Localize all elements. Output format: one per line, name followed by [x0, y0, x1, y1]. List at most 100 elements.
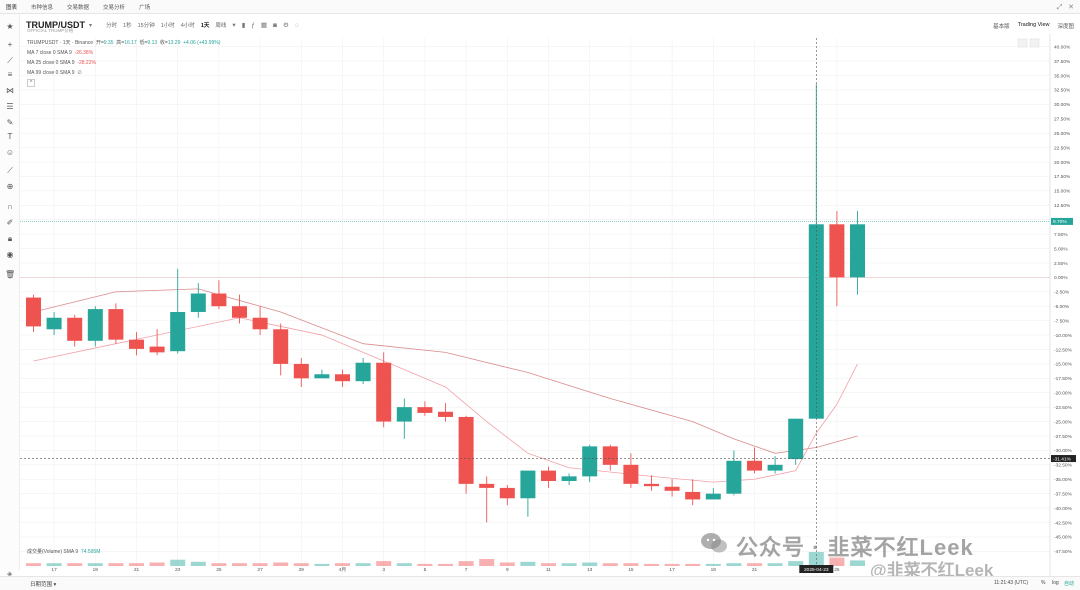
y-tick-label: 7.50%	[1054, 232, 1068, 238]
view-basic[interactable]: 基本版	[993, 24, 1010, 30]
trend-line-icon[interactable]: ⟋	[7, 56, 13, 65]
layers-icon[interactable]: ◈	[7, 571, 13, 578]
x-tick-label: 17	[669, 567, 675, 573]
high-label: 高=	[116, 40, 125, 46]
candle-body	[685, 491, 701, 500]
candle-body	[623, 464, 639, 484]
tab-square[interactable]: 广场	[139, 4, 151, 11]
brush-icon[interactable]: ✎	[6, 118, 14, 127]
candle-body	[376, 362, 392, 422]
trash-icon[interactable]: 🗑︎	[5, 270, 16, 279]
volume-bar	[67, 563, 83, 566]
collapse-legend-icon[interactable]: ^	[27, 79, 36, 87]
ruler-icon[interactable]: ⟋	[7, 166, 13, 175]
template-icon[interactable]: ▦	[260, 22, 268, 29]
text-icon[interactable]: T	[7, 132, 13, 141]
view-depth[interactable]: 深度图	[1057, 24, 1074, 30]
candle-body	[211, 293, 227, 307]
x-tick-label: 7	[465, 567, 468, 573]
window-controls[interactable]: ⤢ ✕	[1056, 4, 1074, 11]
zoom-icon[interactable]: ⊕	[6, 182, 14, 191]
percent-toggle[interactable]: %	[1041, 580, 1046, 586]
x-tick-label: 29	[299, 567, 305, 573]
candle-type-icon[interactable]: ▮	[241, 22, 246, 29]
volume-bar	[252, 563, 268, 566]
timeframe-3[interactable]: 1小时	[160, 23, 175, 29]
y-tick-label: -5.00%	[1054, 304, 1070, 310]
magnet-icon[interactable]: ∩	[7, 202, 13, 211]
horizontal-lines-icon[interactable]: ≡	[7, 70, 13, 79]
fib-icon[interactable]: ☰	[6, 102, 14, 111]
legend-collapse-row: ^	[27, 78, 220, 88]
y-tick-label: 32.50%	[1054, 88, 1071, 94]
y-tick-label: 0.00%	[1054, 275, 1068, 281]
candle-body	[705, 493, 721, 500]
tab-trade-data[interactable]: 交易数据	[67, 4, 90, 11]
view-tradingview[interactable]: Trading View	[1017, 22, 1050, 28]
timeframe-4[interactable]: 4小时	[180, 23, 195, 29]
y-tick-label: -45.00%	[1054, 535, 1073, 541]
candle-body	[479, 483, 495, 488]
lock-drawing-icon[interactable]: ✐	[6, 218, 14, 227]
tab-chart[interactable]: 图表	[6, 4, 18, 11]
volume-bar	[623, 563, 639, 566]
star-icon[interactable]: ★	[6, 22, 14, 31]
candle-body	[829, 224, 845, 278]
ma25-legend[interactable]: MA 25 close 0 SMA 9 -28.22%	[27, 58, 220, 68]
wechat-logo-icon	[701, 533, 727, 553]
x-tick-label: 21	[134, 567, 140, 573]
date-range-label: 日期范围	[30, 582, 53, 588]
log-toggle[interactable]: log	[1052, 580, 1059, 586]
eye-icon[interactable]: ◉	[6, 250, 14, 259]
candle-body	[108, 309, 124, 340]
pattern-icon[interactable]: ⋈	[6, 86, 14, 95]
x-tick-label: 3	[382, 567, 385, 573]
y-tick-label: 27.50%	[1054, 117, 1071, 123]
crosshair-icon[interactable]: +	[7, 40, 13, 49]
candle-body	[499, 487, 515, 499]
volume-bar	[479, 559, 495, 566]
chevron-down-icon[interactable]: ▾	[232, 22, 236, 29]
candle-body	[293, 363, 309, 379]
timeframe-2[interactable]: 15分钟	[137, 23, 155, 29]
open-value: 9.35	[103, 40, 114, 46]
volume-bar	[335, 563, 350, 566]
x-tick-label: 15	[628, 567, 634, 573]
date-range-button[interactable]: 日期范围 ▾	[30, 582, 57, 588]
candle-body	[726, 460, 742, 494]
emoji-icon[interactable]: ☺	[5, 148, 15, 157]
timeframe-1[interactable]: 1秒	[123, 23, 132, 29]
y-tick-label: 25.00%	[1054, 131, 1071, 137]
ma7-legend[interactable]: MA 7 close 0 SMA 9 -26.38%	[27, 48, 220, 58]
timeframe-6[interactable]: 周线	[215, 23, 227, 29]
symbol-name[interactable]: TRUMP/USDT	[26, 20, 85, 30]
ma7-value: -26.38%	[74, 50, 94, 56]
timeframe-0[interactable]: 分时	[106, 23, 118, 29]
y-tick-label: 20.00%	[1054, 160, 1071, 166]
utc-clock[interactable]: 11:21:43 (UTC)	[994, 580, 1029, 586]
x-tick-label: 13	[587, 567, 593, 573]
x-tick-label: 19	[93, 567, 99, 573]
y-tick-label: -37.50%	[1054, 491, 1073, 497]
candle-body	[438, 411, 453, 417]
tab-trade-analysis[interactable]: 交易分析	[103, 4, 126, 11]
volume-bar	[499, 562, 515, 566]
fullscreen-icon[interactable]: ◌	[294, 21, 299, 29]
timeframe-5[interactable]: 1天	[200, 23, 210, 29]
auto-toggle[interactable]: 自动	[1064, 581, 1075, 587]
volume-bar	[602, 563, 618, 566]
chevron-down-icon[interactable]: ▾	[89, 22, 93, 29]
volume-legend[interactable]: 成交量(Volume) SMA 9 74.595M	[27, 548, 100, 555]
lock-icon[interactable]: 🔒︎	[7, 234, 13, 243]
indicators-icon[interactable]: ƒ	[251, 21, 255, 29]
candle-body	[26, 297, 41, 327]
ma99-legend[interactable]: MA 99 close 0 SMA 9 ∅	[27, 68, 220, 78]
volume-bar	[376, 561, 392, 566]
camera-icon[interactable]: ◙	[273, 21, 277, 29]
bottom-bar: 日期范围 ▾ 11:21:43 (UTC) % log 自动	[0, 576, 1080, 590]
close-label: 收=	[159, 40, 168, 46]
settings-icon[interactable]: ⚙	[282, 22, 289, 29]
tab-coin-info[interactable]: 市种信息	[31, 4, 54, 11]
y-tick-label: -47.50%	[1054, 549, 1073, 555]
